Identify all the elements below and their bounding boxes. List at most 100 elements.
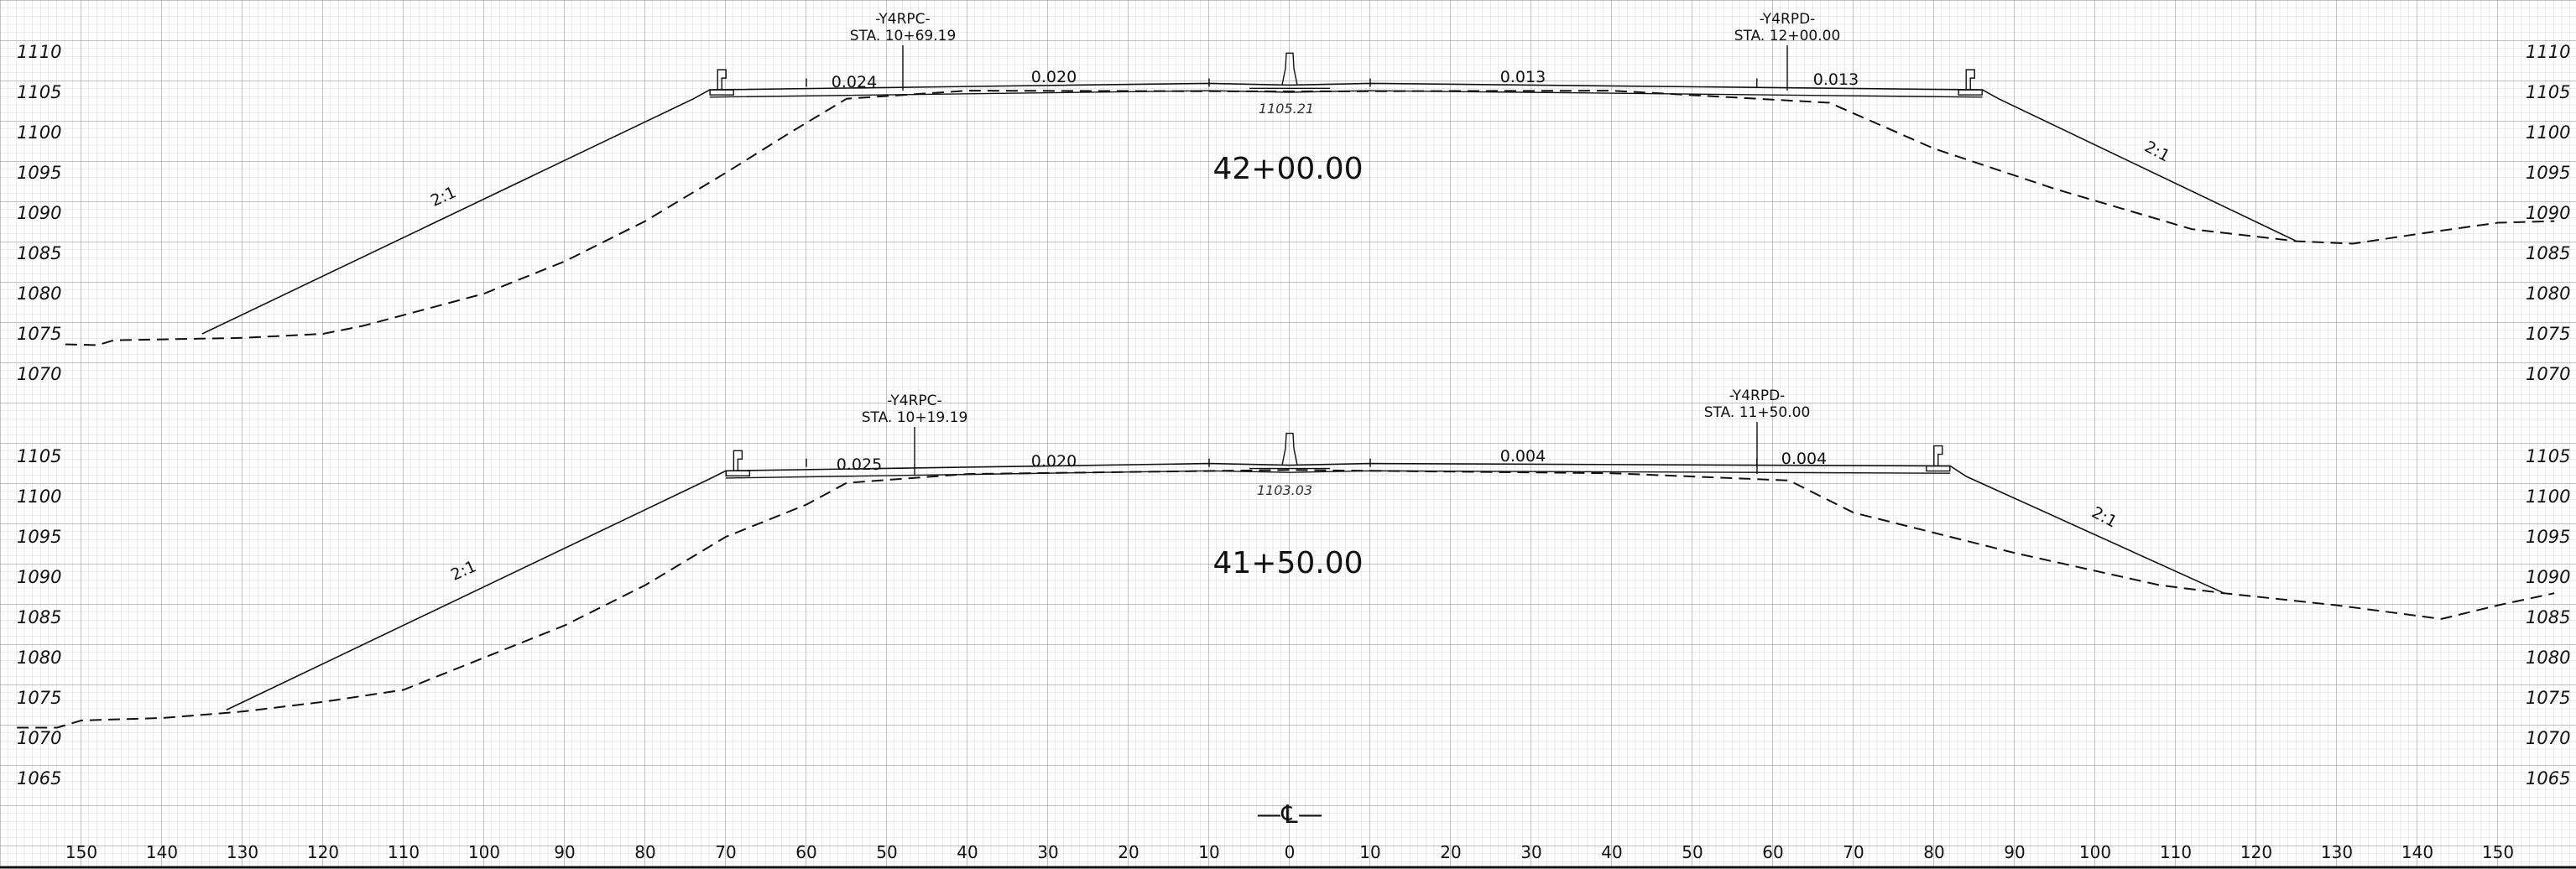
median-barrier bbox=[1281, 432, 1298, 466]
offset-tick-label: 40 bbox=[957, 842, 978, 862]
control-point-station: STA. 10+69.19 bbox=[850, 28, 957, 44]
curb-gutter bbox=[717, 69, 727, 91]
elevation-tick-label: 1070 bbox=[2526, 728, 2570, 748]
offset-tick-label: 110 bbox=[388, 842, 420, 862]
design-profile bbox=[201, 82, 2297, 335]
offset-tick-label: 60 bbox=[795, 842, 816, 862]
control-point-name: -Y4RPD- bbox=[1729, 388, 1786, 404]
control-point-name: -Y4RPC- bbox=[875, 11, 930, 28]
elevation-tick-label: 1105 bbox=[2526, 82, 2570, 102]
elevation-tick-label: 1095 bbox=[17, 527, 61, 547]
elevation-tick-label: 1105 bbox=[2526, 446, 2570, 466]
curb-gutter bbox=[733, 450, 743, 471]
elevation-tick-label: 1070 bbox=[2526, 364, 2570, 384]
elevation-axis-right: 1105 1100 1095 1090 1085 1080 1075 1070 1065 bbox=[2526, 446, 2570, 788]
offset-tick-label: 30 bbox=[1520, 842, 1541, 862]
offset-tick-label: 50 bbox=[1682, 842, 1703, 862]
offset-tick-label: 120 bbox=[307, 842, 339, 862]
cross-slope-label: 0.025 bbox=[837, 455, 882, 474]
elevation-tick-label: 1095 bbox=[2526, 527, 2570, 547]
offset-tick-label: 80 bbox=[1923, 842, 1944, 862]
cross-slope-label: 0.004 bbox=[1781, 450, 1827, 468]
elevation-axis-left: 1110 1105 1100 1095 1090 1085 1080 1075 1070 bbox=[17, 42, 61, 384]
control-point-name: -Y4RPD- bbox=[1760, 11, 1816, 28]
elevation-tick-label: 1080 bbox=[17, 648, 61, 668]
elevation-tick-label: 1075 bbox=[17, 688, 61, 708]
elevation-tick-label: 1105 bbox=[17, 82, 61, 102]
control-point-station: STA. 10+19.19 bbox=[862, 409, 968, 426]
elevation-tick-label: 1100 bbox=[2526, 122, 2570, 143]
elevation-tick-label: 1100 bbox=[17, 122, 61, 143]
section-42-00: 1110 1105 1100 1095 1090 1085 1080 1075 1070 111… bbox=[17, 11, 2570, 384]
offset-tick-label: 10 bbox=[1359, 842, 1380, 862]
elevation-tick-label: 1085 bbox=[2526, 243, 2570, 263]
elevation-tick-label: 1110 bbox=[2526, 42, 2570, 62]
offset-tick-label: 20 bbox=[1440, 842, 1461, 862]
cross-slope-label: 0.020 bbox=[1031, 452, 1077, 471]
elevation-tick-label: 1080 bbox=[17, 284, 61, 304]
curb-gutter bbox=[1933, 445, 1943, 466]
median-barrier bbox=[1281, 52, 1298, 86]
offset-tick-label: 0 bbox=[1285, 842, 1296, 862]
elevation-tick-label: 1110 bbox=[17, 42, 61, 62]
elevation-tick-label: 1085 bbox=[2526, 607, 2570, 627]
curb-gutter bbox=[1965, 69, 1975, 91]
offset-tick-label: 30 bbox=[1037, 842, 1058, 862]
elevation-tick-label: 1080 bbox=[2526, 284, 2570, 304]
elevation-tick-label: 1085 bbox=[17, 607, 61, 627]
elevation-tick-label: 1095 bbox=[17, 163, 61, 183]
gutter-pan bbox=[709, 89, 734, 96]
pavement-detail bbox=[725, 432, 1951, 479]
offset-tick-label: 150 bbox=[2482, 842, 2514, 862]
design-profile bbox=[226, 462, 2224, 711]
offset-tick-label: 20 bbox=[1118, 842, 1139, 862]
elevation-tick-label: 1095 bbox=[2526, 163, 2570, 183]
elevation-tick-label: 1090 bbox=[17, 203, 61, 223]
offset-tick-label: 130 bbox=[227, 842, 258, 862]
gutter-pan bbox=[725, 470, 751, 476]
elevation-tick-label: 1100 bbox=[2526, 487, 2570, 507]
elevation-tick-label: 1080 bbox=[2526, 648, 2570, 668]
offset-tick-label: 110 bbox=[2160, 842, 2192, 862]
control-point-name: -Y4RPC- bbox=[887, 393, 941, 409]
offset-tick-label: 70 bbox=[715, 842, 736, 862]
offset-tick-label: 140 bbox=[2401, 842, 2433, 862]
elevation-tick-label: 1090 bbox=[17, 567, 61, 587]
elevation-tick-label: 1065 bbox=[2526, 768, 2570, 788]
centerline-elevation: 1103.03 bbox=[1257, 482, 1312, 498]
offset-tick-label: 80 bbox=[634, 842, 655, 862]
control-point-station: STA. 12+00.00 bbox=[1734, 28, 1841, 44]
control-point-left: -Y4RPC- STA. 10+69.19 bbox=[850, 11, 957, 91]
centerline-symbol: —℄— bbox=[1256, 800, 1322, 830]
elevation-tick-label: 1105 bbox=[17, 446, 61, 466]
control-point-right: -Y4RPD- STA. 11+50.00 bbox=[1704, 388, 1811, 474]
offset-tick-label: 40 bbox=[1601, 842, 1622, 862]
elevation-axis-left: 1105 1100 1095 1090 1085 1080 1075 1070 1065 bbox=[17, 446, 61, 788]
station-label: 42+00.00 bbox=[1212, 152, 1363, 186]
elevation-tick-label: 1085 bbox=[17, 243, 61, 263]
elevation-tick-label: 1075 bbox=[17, 324, 61, 344]
offset-tick-label: 50 bbox=[876, 842, 897, 862]
elevation-tick-label: 1075 bbox=[2526, 688, 2570, 708]
control-point-station: STA. 11+50.00 bbox=[1704, 404, 1811, 421]
offset-tick-label: 70 bbox=[1843, 842, 1864, 862]
elevation-tick-label: 1070 bbox=[17, 728, 61, 748]
offset-tick-label: 100 bbox=[468, 842, 500, 862]
offset-tick-label: 120 bbox=[2240, 842, 2272, 862]
elevation-tick-label: 1065 bbox=[17, 768, 61, 788]
gutter-pan bbox=[1958, 89, 1983, 96]
offset-tick-label: 60 bbox=[1762, 842, 1783, 862]
elevation-tick-label: 1090 bbox=[2526, 203, 2570, 223]
offset-tick-label: 100 bbox=[2079, 842, 2111, 862]
elevation-tick-label: 1075 bbox=[2526, 324, 2570, 344]
station-label: 41+50.00 bbox=[1212, 546, 1363, 580]
gutter-pan bbox=[1926, 465, 1951, 472]
pavement-base-line bbox=[709, 90, 1983, 98]
pavement-detail bbox=[709, 52, 1983, 98]
cross-slope-label: 0.024 bbox=[832, 73, 877, 91]
elevation-tick-label: 1070 bbox=[17, 364, 61, 384]
cross-slope-label: 0.013 bbox=[1500, 68, 1546, 86]
cross-slope-label: 0.004 bbox=[1500, 447, 1546, 466]
